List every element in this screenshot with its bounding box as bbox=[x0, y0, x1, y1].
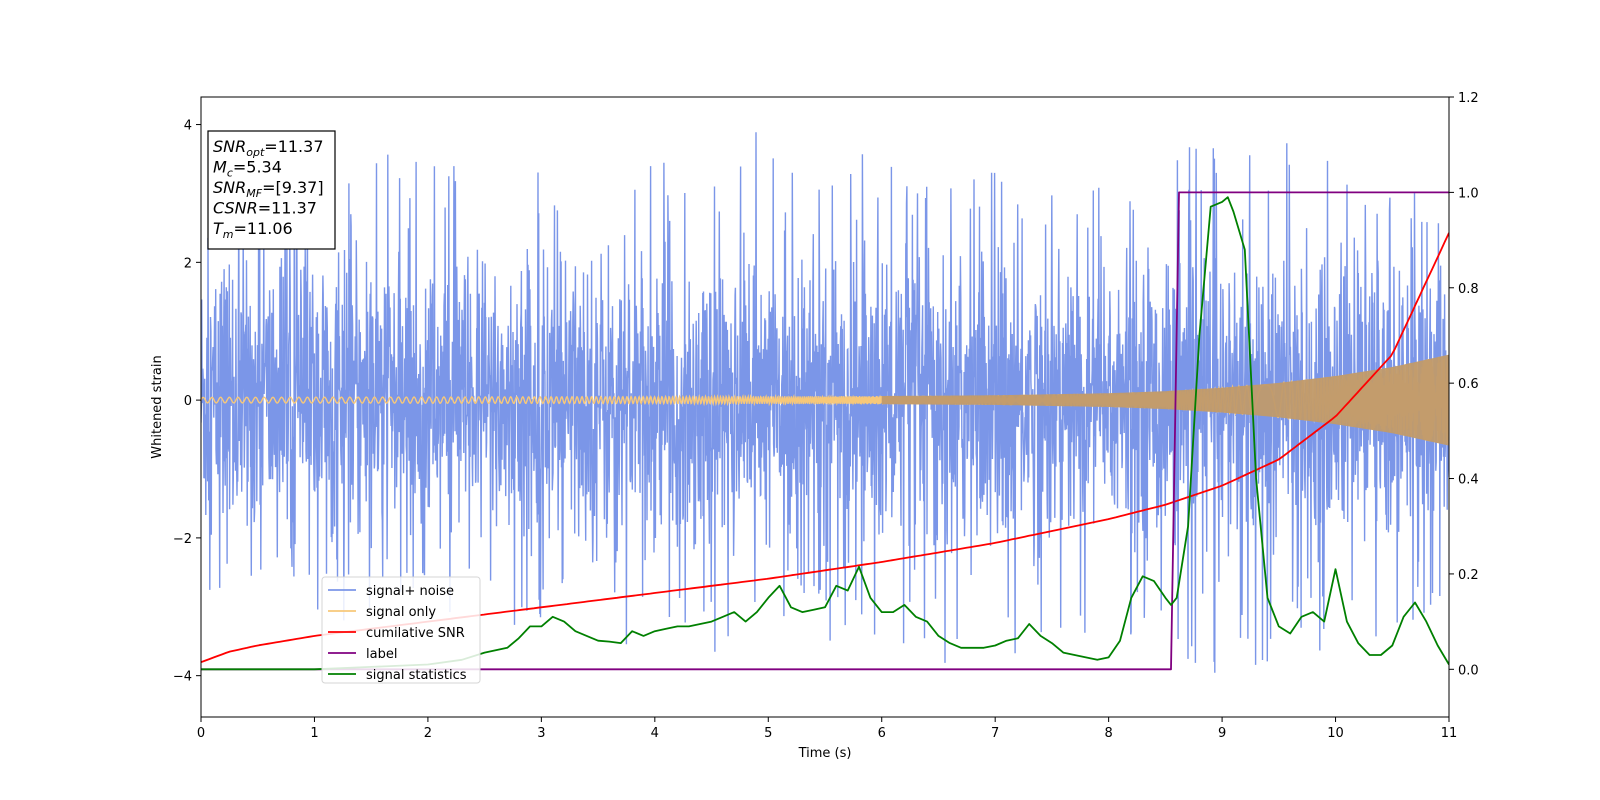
x-tick-label: 9 bbox=[1218, 726, 1226, 741]
x-tick-label: 1 bbox=[310, 726, 318, 741]
axes-frame bbox=[200, 96, 1450, 718]
x-tick-label: 2 bbox=[424, 726, 432, 741]
x-tick-label: 7 bbox=[991, 726, 999, 741]
legend-label: signal+ noise bbox=[366, 584, 454, 599]
y-tick-label: −4 bbox=[173, 670, 192, 685]
y-tick-label: 0 bbox=[184, 394, 192, 409]
signal-only-series bbox=[201, 354, 1449, 446]
y2-tick-label: 0.2 bbox=[1458, 568, 1479, 583]
annotation-line: CSNR=11.37 bbox=[213, 199, 317, 218]
annotation-box: SNRopt=11.37Mc=5.34SNRMF=[9.37]CSNR=11.3… bbox=[207, 130, 336, 250]
legend-label: cumilative SNR bbox=[366, 626, 465, 641]
y2-tick-label: 1.0 bbox=[1458, 186, 1479, 201]
legend-label: signal statistics bbox=[366, 668, 467, 683]
legend-label: label bbox=[366, 647, 397, 662]
signal-statistics-line bbox=[201, 196, 1449, 671]
label-line bbox=[201, 191, 1449, 671]
annotation-line: SNRMF=[9.37] bbox=[213, 178, 324, 200]
signal-noise-line bbox=[201, 132, 1449, 673]
x-tick-label: 11 bbox=[1441, 726, 1458, 741]
y-axis-right: 1.2 1.0 0.8 0.6 0.4 0.2 0.0 bbox=[1449, 91, 1479, 678]
legend-label: signal only bbox=[366, 605, 436, 620]
x-tick-label: 8 bbox=[1104, 726, 1112, 741]
legend: signal+ noise signal only cumilative SNR la… bbox=[321, 576, 481, 684]
x-tick-label: 6 bbox=[878, 726, 886, 741]
y2-tick-label: 1.2 bbox=[1458, 91, 1479, 106]
y2-tick-label: 0.6 bbox=[1458, 377, 1479, 392]
y-axis-title: Whitened strain bbox=[150, 355, 165, 458]
y-tick-label: −2 bbox=[173, 532, 192, 547]
x-tick-label: 0 bbox=[197, 726, 205, 741]
y-axis-left: 4 2 0 −2 −4 bbox=[173, 119, 201, 685]
signal-only-envelope bbox=[881, 354, 1449, 446]
x-tick-label: 5 bbox=[764, 726, 772, 741]
x-tick-label: 4 bbox=[651, 726, 659, 741]
y2-tick-label: 0.0 bbox=[1458, 663, 1479, 678]
x-tick-label: 10 bbox=[1327, 726, 1344, 741]
y2-tick-label: 0.4 bbox=[1458, 473, 1479, 488]
annotation-line: SNRopt=11.37 bbox=[213, 137, 324, 159]
annotation-line: Tm=11.06 bbox=[213, 219, 293, 241]
signal-noise-series bbox=[201, 132, 1449, 673]
legend-frame bbox=[321, 576, 481, 684]
y2-tick-label: 0.8 bbox=[1458, 282, 1479, 297]
annotation-line: Mc=5.34 bbox=[213, 158, 282, 180]
x-axis-title: Time (s) bbox=[798, 746, 852, 761]
annotation-box-frame bbox=[207, 130, 336, 250]
x-axis: 0 1 2 3 4 5 6 7 8 9 10 11 bbox=[197, 717, 1457, 741]
y-tick-label: 2 bbox=[184, 256, 192, 271]
y-tick-label: 4 bbox=[184, 119, 192, 134]
x-tick-label: 3 bbox=[537, 726, 545, 741]
